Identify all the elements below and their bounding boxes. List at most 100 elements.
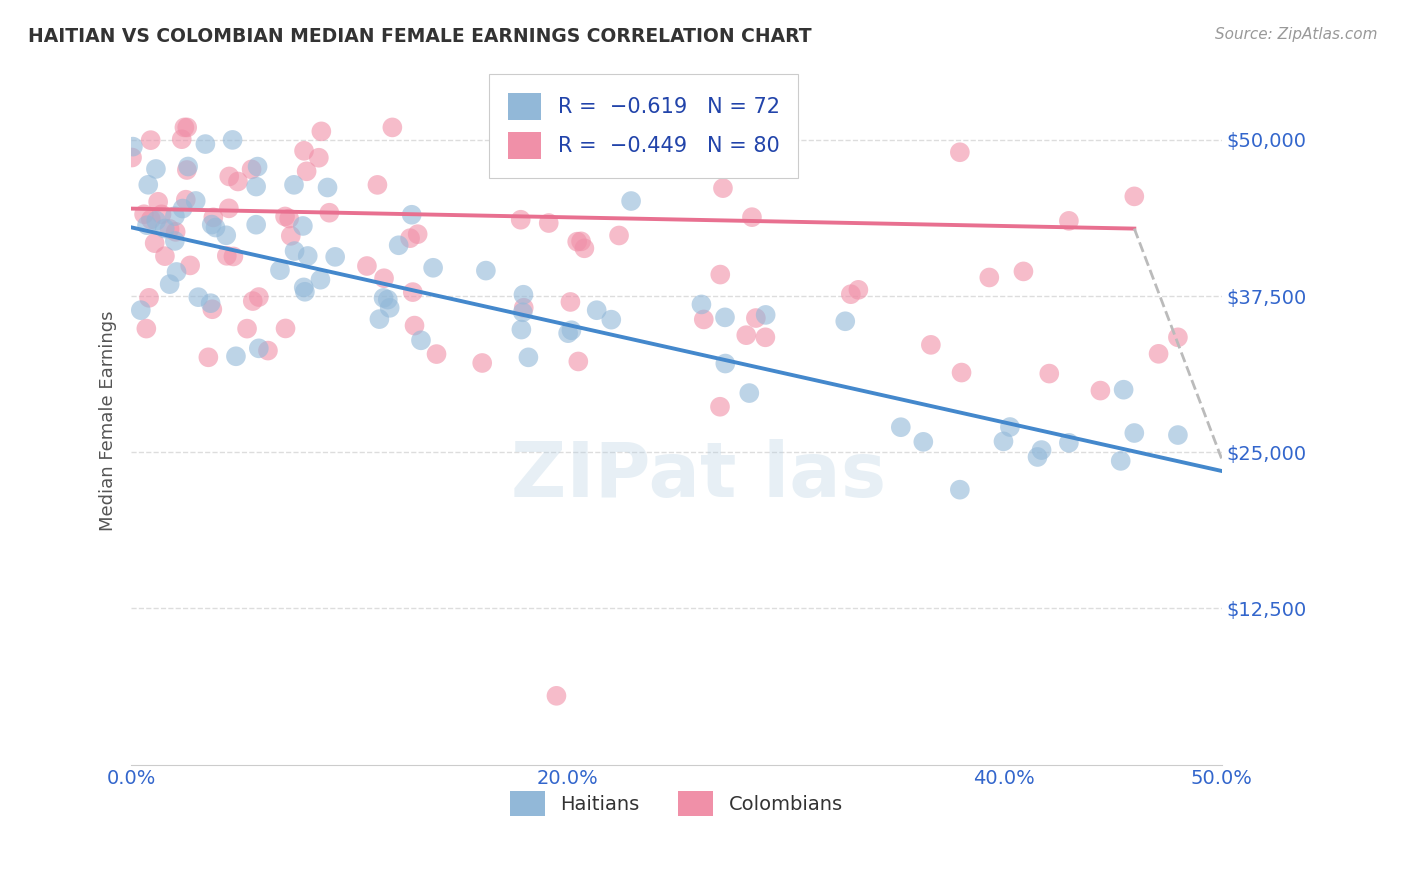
Point [294, 285, 316, 299]
Point [292, 144, 315, 158]
Point [159, 277, 181, 292]
Point [136, 178, 159, 192]
Point [557, 326, 579, 341]
Point [274, 210, 297, 224]
Text: HAITIAN VS COLOMBIAN MEDIAN FEMALE EARNINGS CORRELATION CHART: HAITIAN VS COLOMBIAN MEDIAN FEMALE EARNI… [28, 27, 811, 45]
Point [711, 181, 734, 195]
Point [184, 194, 207, 208]
Point [1147, 347, 1170, 361]
Point [323, 250, 346, 264]
Point [402, 285, 425, 299]
Point [150, 207, 173, 221]
Point [745, 311, 768, 326]
Point [121, 151, 143, 165]
Point [247, 290, 270, 304]
Point [373, 271, 395, 285]
Point [998, 420, 1021, 434]
Point [269, 263, 291, 277]
Point [890, 420, 912, 434]
Point [741, 210, 763, 224]
Point [471, 356, 494, 370]
Point [509, 212, 531, 227]
Point [738, 386, 761, 401]
Point [129, 303, 152, 318]
Point [401, 208, 423, 222]
Point [1167, 330, 1189, 344]
Point [381, 120, 404, 135]
Point [159, 222, 181, 236]
Point [283, 178, 305, 192]
Point [245, 179, 267, 194]
Point [311, 124, 333, 138]
Point [979, 270, 1001, 285]
Point [146, 194, 169, 209]
Point [585, 303, 607, 318]
Point [512, 305, 534, 319]
Point [567, 235, 589, 249]
Point [569, 235, 592, 249]
Point [165, 225, 187, 239]
Point [166, 265, 188, 279]
Point [422, 260, 444, 275]
Point [163, 234, 186, 248]
Point [512, 287, 534, 301]
Point [218, 202, 240, 216]
Point [690, 297, 713, 311]
Point [848, 283, 870, 297]
Point [176, 120, 198, 135]
Point [1038, 367, 1060, 381]
Point [1112, 383, 1135, 397]
Text: ZIPat las: ZIPat las [510, 439, 886, 513]
Point [949, 483, 972, 497]
Point [834, 314, 856, 328]
Text: Source: ZipAtlas.com: Source: ZipAtlas.com [1215, 27, 1378, 42]
Point [280, 228, 302, 243]
Point [309, 273, 332, 287]
Point [378, 301, 401, 315]
Point [201, 218, 224, 232]
Point [139, 212, 162, 227]
Point [912, 434, 935, 449]
Point [839, 287, 862, 301]
Point [187, 290, 209, 304]
Point [204, 220, 226, 235]
Point [560, 295, 582, 310]
Point [225, 349, 247, 363]
Point [242, 294, 264, 309]
Point [574, 241, 596, 255]
Point [153, 221, 176, 235]
Point [425, 347, 447, 361]
Point [172, 202, 194, 216]
Point [215, 249, 238, 263]
Point [170, 132, 193, 146]
Point [406, 227, 429, 242]
Point [950, 366, 973, 380]
Point [735, 328, 758, 343]
Y-axis label: Median Female Earnings: Median Female Earnings [100, 310, 117, 532]
Point [318, 205, 340, 219]
Point [153, 249, 176, 263]
Point [366, 178, 388, 192]
Point [755, 308, 778, 322]
Point [1012, 264, 1035, 278]
Point [132, 207, 155, 221]
Point [201, 302, 224, 317]
Point [1109, 454, 1132, 468]
Point [136, 218, 159, 232]
Point [1090, 384, 1112, 398]
Point [240, 162, 263, 177]
Point [177, 160, 200, 174]
Point [202, 211, 225, 225]
Point [295, 164, 318, 178]
Point [215, 228, 238, 243]
Point [292, 280, 315, 294]
Point [143, 236, 166, 251]
Point [173, 120, 195, 135]
Point [145, 213, 167, 227]
Point [139, 133, 162, 147]
Point [607, 228, 630, 243]
Point [274, 321, 297, 335]
Point [316, 180, 339, 194]
Point [409, 334, 432, 348]
Point [1123, 425, 1146, 440]
